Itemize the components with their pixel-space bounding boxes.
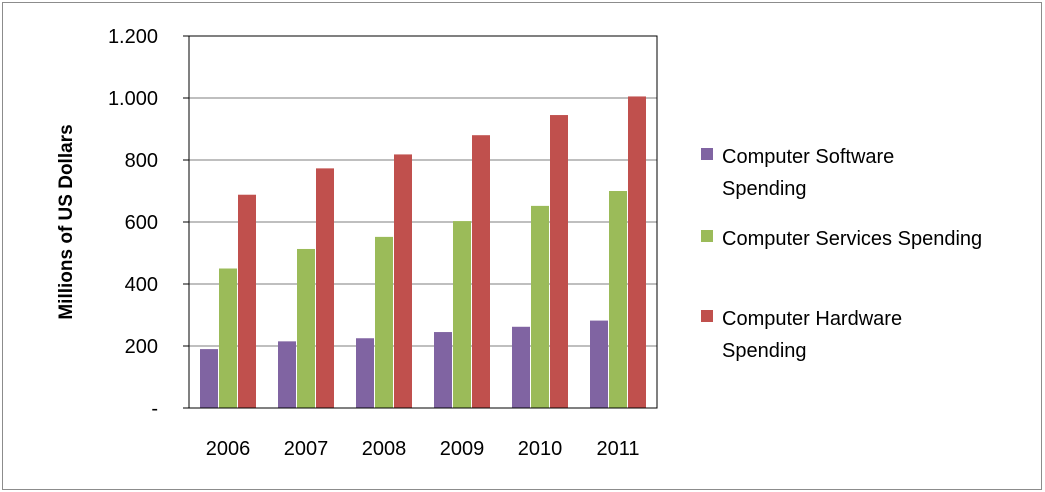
bar <box>434 332 452 408</box>
y-tick-label: 600 <box>125 212 158 234</box>
bar <box>356 338 374 408</box>
legend-swatch <box>701 230 713 242</box>
x-axis-ticks: 2006 2007 2008 2009 2010 2011 <box>206 438 640 460</box>
bars <box>200 96 646 409</box>
bar <box>278 341 296 408</box>
bar <box>453 221 471 408</box>
legend: Computer Software Spending Computer Servic… <box>701 146 982 362</box>
bar <box>628 96 646 408</box>
bar <box>609 191 627 408</box>
y-tick-label: 1.200 <box>108 26 158 48</box>
bar <box>238 194 256 408</box>
y-tick-label: 200 <box>125 336 158 358</box>
x-tick-label: 2006 <box>206 438 251 460</box>
x-tick-label: 2011 <box>596 438 639 460</box>
y-axis-label: Millions of US Dollars <box>56 124 77 319</box>
y-tick-label: 800 <box>125 150 158 172</box>
y-tick-label: - <box>151 398 158 420</box>
y-tick-label: 1.000 <box>108 88 158 110</box>
legend-label: Computer Hardware <box>722 308 902 330</box>
legend-swatch <box>701 310 713 322</box>
gridlines <box>189 97 657 347</box>
x-tick-label: 2008 <box>362 438 407 460</box>
bar <box>375 236 393 408</box>
y-tick-label: 400 <box>125 274 158 296</box>
bar <box>394 154 412 408</box>
legend-swatch <box>701 148 713 160</box>
x-tick-label: 2010 <box>518 438 563 460</box>
x-tick-label: 2009 <box>440 438 485 460</box>
bar <box>550 115 568 409</box>
bar <box>531 205 549 408</box>
bar <box>219 268 237 408</box>
bar <box>512 326 530 408</box>
legend-label: Computer Software <box>722 146 894 168</box>
x-tick-label: 2007 <box>284 438 329 460</box>
bar <box>590 320 608 408</box>
y-axis-ticks: - 200 400 600 800 1.000 1.200 <box>108 26 189 420</box>
legend-label: Computer Services Spending <box>722 228 982 250</box>
bar <box>316 168 334 408</box>
bar <box>472 135 490 408</box>
legend-label: Spending <box>722 178 807 200</box>
bar <box>297 248 315 408</box>
legend-label: Spending <box>722 340 807 362</box>
bar <box>200 349 218 408</box>
